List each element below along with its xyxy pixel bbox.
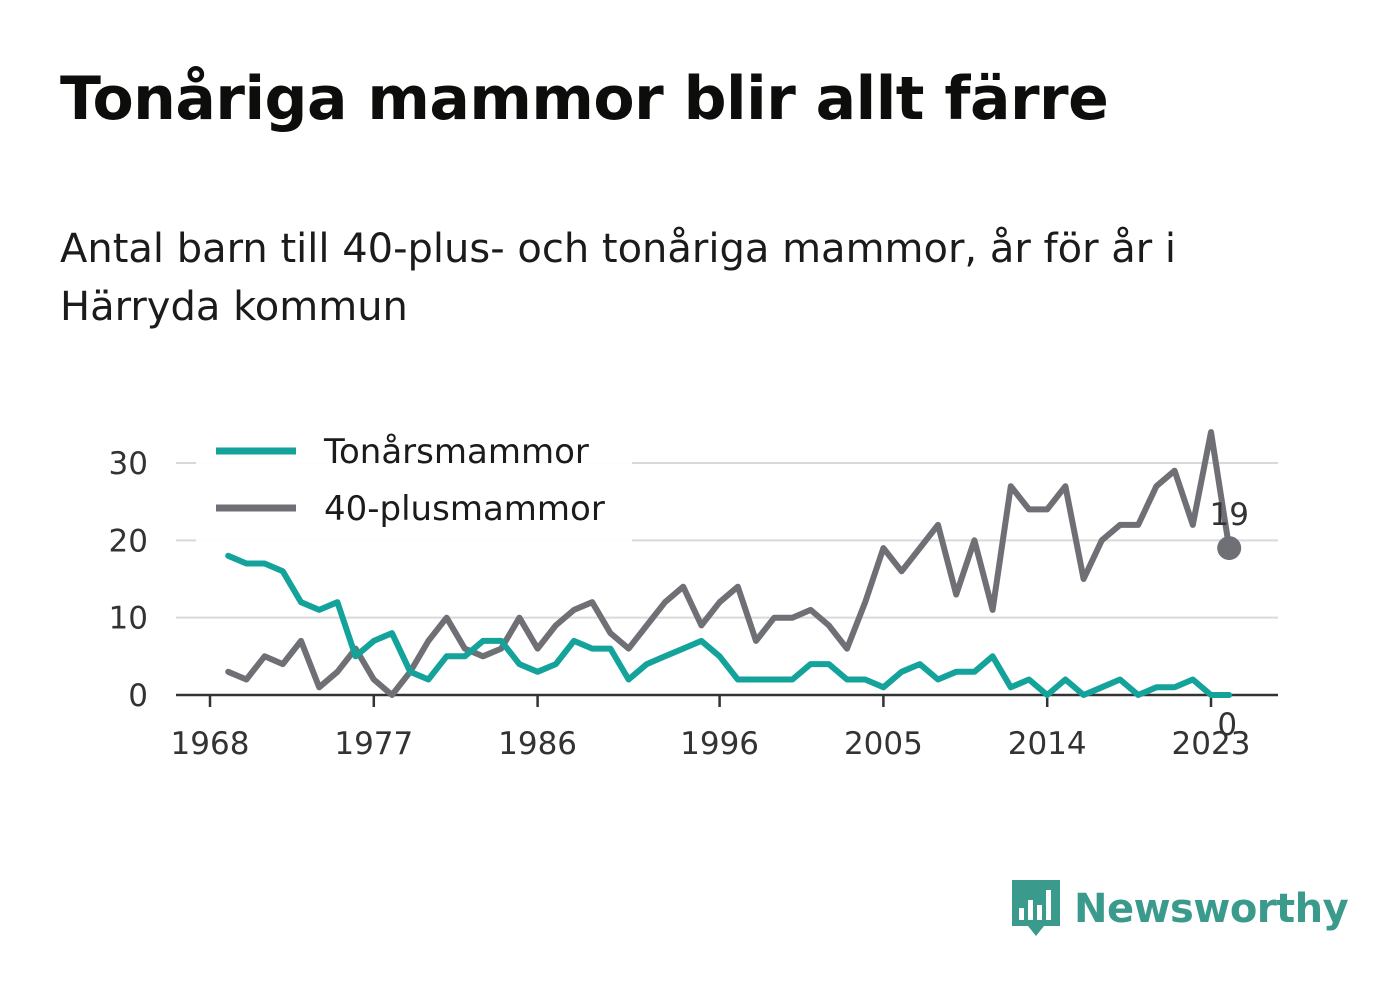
end-labels: 19 0 — [1209, 497, 1248, 743]
newsworthy-logo-icon — [1012, 880, 1060, 936]
end-marker-fortiplusmammor — [1217, 536, 1242, 561]
x-tick-label: 2005 — [844, 726, 923, 762]
end-label-fortiplusmammor: 19 — [1209, 497, 1248, 533]
end-label-tonarsmammor: 0 — [1217, 707, 1237, 743]
newsworthy-logo-text: Newsworthy — [1074, 886, 1349, 932]
x-tick-label: 1977 — [334, 726, 413, 762]
y-tick-label: 0 — [128, 678, 148, 714]
x-tick-label: 2014 — [1008, 726, 1087, 762]
series-line-tonarsmammor — [225, 552, 1233, 698]
series-lines — [225, 429, 1242, 698]
legend-label: 40-plusmammor — [324, 489, 605, 529]
series-line-fortiplusmammor — [225, 429, 1233, 698]
x-tick-label: 1968 — [171, 726, 250, 762]
x-axis: 1968 1977 1986 1996 2005 2014 2023 — [171, 693, 1278, 762]
chart-subtitle: Antal barn till 40-plus- och tonåriga ma… — [60, 226, 1177, 330]
x-tick-label: 1996 — [680, 726, 759, 762]
legend-label: Tonårsmammor — [323, 432, 589, 472]
newsworthy-logo: Newsworthy — [1010, 878, 1349, 940]
x-tick-label: 2023 — [1172, 726, 1251, 762]
y-axis: 0 10 20 30 — [109, 446, 148, 714]
legend-background — [196, 420, 632, 544]
chart-title: Tonåriga mammor blir allt färre — [60, 64, 1109, 134]
x-tick-label: 1986 — [498, 726, 577, 762]
y-tick-label: 10 — [109, 601, 148, 637]
y-tick-label: 20 — [109, 523, 148, 559]
y-tick-label: 30 — [109, 446, 148, 482]
legend: Tonårsmammor 40-plusmammor — [196, 420, 632, 544]
